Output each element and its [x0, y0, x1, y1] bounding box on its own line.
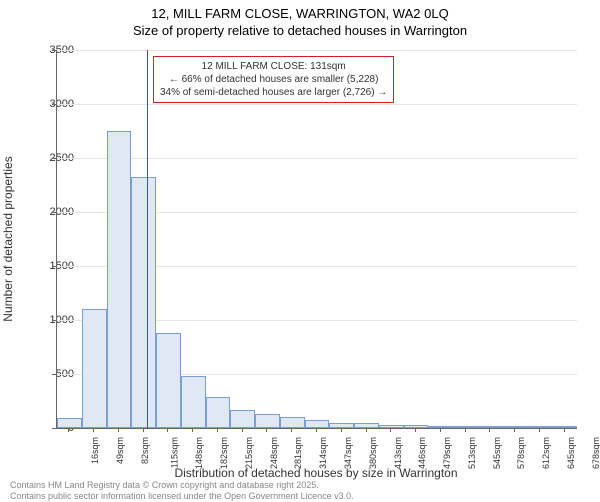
x-tick	[440, 428, 441, 432]
x-tick-label: 347sqm	[343, 437, 353, 469]
histogram-bar	[354, 423, 379, 428]
x-axis-label: Distribution of detached houses by size …	[56, 466, 576, 480]
annotation-line3: 34% of semi-detached houses are larger (…	[160, 86, 387, 99]
x-tick-label: 248sqm	[269, 437, 279, 469]
title-line1: 12, MILL FARM CLOSE, WARRINGTON, WA2 0LQ	[0, 6, 600, 23]
histogram-bar	[156, 333, 181, 428]
histogram-bar	[206, 397, 231, 428]
x-tick	[514, 428, 515, 432]
x-tick	[465, 428, 466, 432]
x-tick-label: 612sqm	[541, 437, 551, 469]
histogram-bar	[57, 418, 82, 428]
x-tick	[489, 428, 490, 432]
x-tick	[291, 428, 292, 432]
x-tick-label: 16sqm	[90, 437, 100, 464]
x-tick-label: 645sqm	[566, 437, 576, 469]
histogram-bar	[255, 414, 280, 428]
plot-area: 12 MILL FARM CLOSE: 131sqm← 66% of detac…	[56, 50, 577, 429]
x-tick	[93, 428, 94, 432]
footer-text: Contains HM Land Registry data © Crown c…	[10, 480, 354, 502]
x-tick	[242, 428, 243, 432]
x-tick-label: 513sqm	[467, 437, 477, 469]
chart-container: 12, MILL FARM CLOSE, WARRINGTON, WA2 0LQ…	[0, 0, 600, 500]
x-tick	[217, 428, 218, 432]
x-tick-label: 678sqm	[591, 437, 600, 469]
gridline	[57, 50, 577, 51]
x-tick-label: 82sqm	[140, 437, 150, 464]
x-tick	[539, 428, 540, 432]
chart-title: 12, MILL FARM CLOSE, WARRINGTON, WA2 0LQ…	[0, 0, 600, 40]
x-tick	[192, 428, 193, 432]
x-tick-label: 182sqm	[219, 437, 229, 469]
x-tick-label: 314sqm	[318, 437, 328, 469]
x-tick-label: 479sqm	[442, 437, 452, 469]
histogram-bar	[428, 426, 453, 428]
histogram-bar	[181, 376, 206, 428]
x-tick-label: 578sqm	[516, 437, 526, 469]
gridline	[57, 104, 577, 105]
annotation-box: 12 MILL FARM CLOSE: 131sqm← 66% of detac…	[153, 56, 394, 103]
annotation-line2: ← 66% of detached houses are smaller (5,…	[160, 73, 387, 86]
x-tick	[68, 428, 69, 432]
x-tick-label: 545sqm	[492, 437, 502, 469]
marker-line	[147, 50, 148, 428]
x-tick-label: 413sqm	[393, 437, 403, 469]
y-axis-label: Number of detached properties	[1, 156, 15, 321]
x-tick	[415, 428, 416, 432]
x-tick-label: 281sqm	[294, 437, 304, 469]
footer-line1: Contains HM Land Registry data © Crown c…	[10, 480, 354, 491]
x-tick	[341, 428, 342, 432]
x-tick	[366, 428, 367, 432]
x-tick	[167, 428, 168, 432]
histogram-bar	[230, 410, 255, 428]
histogram-bar	[552, 426, 577, 428]
x-tick	[118, 428, 119, 432]
histogram-bar	[82, 309, 107, 428]
x-tick-label: 115sqm	[169, 437, 179, 468]
title-line2: Size of property relative to detached ho…	[0, 23, 600, 40]
x-tick	[266, 428, 267, 432]
x-tick-label: 446sqm	[417, 437, 427, 469]
x-tick	[316, 428, 317, 432]
x-tick	[143, 428, 144, 432]
x-tick	[564, 428, 565, 432]
histogram-bar	[527, 426, 552, 428]
histogram-bar	[329, 423, 354, 428]
gridline	[57, 158, 577, 159]
x-tick-label: 215sqm	[244, 437, 254, 469]
histogram-bar	[107, 131, 132, 428]
x-tick-label: 380sqm	[368, 437, 378, 469]
annotation-line1: 12 MILL FARM CLOSE: 131sqm	[160, 60, 387, 73]
histogram-bar	[280, 417, 305, 428]
histogram-bar	[305, 420, 330, 428]
x-tick-label: 148sqm	[194, 437, 204, 469]
x-tick-label: 49sqm	[115, 437, 125, 464]
histogram-bar	[131, 177, 156, 428]
x-tick	[390, 428, 391, 432]
histogram-bar	[453, 426, 478, 428]
